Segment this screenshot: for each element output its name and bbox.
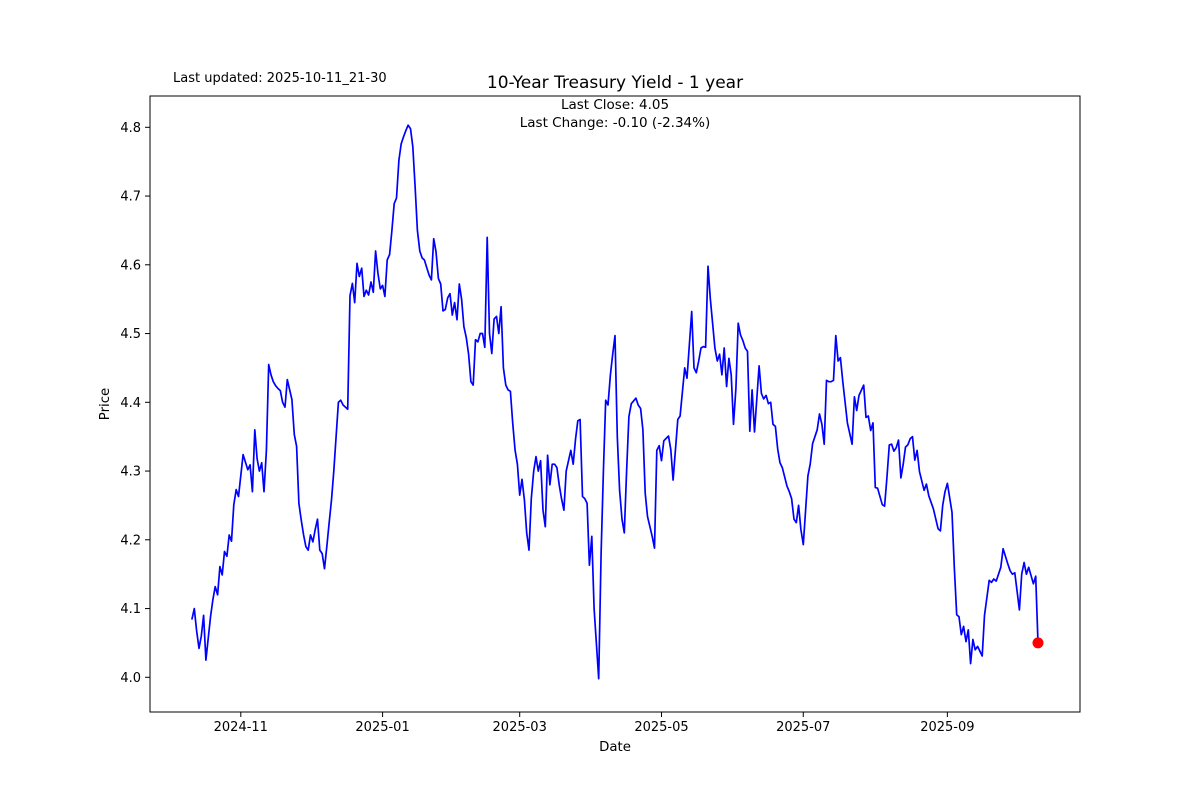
y-tick-label: 4.4: [120, 396, 141, 411]
last-updated-text: Last updated: 2025-10-11_21-30: [173, 71, 387, 86]
y-tick-label: 4.3: [120, 465, 141, 480]
last-close-marker: [1032, 637, 1044, 649]
chart-title: 10-Year Treasury Yield - 1 year: [487, 73, 743, 93]
x-axis-ticks: 2024-11 2025-01 2025-03 2025-05 2025-07 2025-…: [214, 712, 975, 735]
x-tick-label: 2025-09: [920, 720, 974, 735]
x-tick-label: 2025-01: [355, 720, 409, 735]
x-tick-label: 2024-11: [214, 720, 268, 735]
y-tick-label: 4.1: [120, 602, 141, 617]
price-line: [191, 124, 1039, 680]
y-tick-label: 4.5: [120, 327, 141, 342]
y-tick-label: 4.0: [120, 671, 141, 686]
subtitle-last-change: Last Change: -0.10 (-2.34%): [520, 115, 710, 131]
y-axis-label: Price: [98, 388, 113, 420]
subtitle-last-close: Last Close: 4.05: [561, 97, 669, 113]
y-tick-label: 4.6: [120, 258, 141, 273]
y-tick-label: 4.8: [120, 121, 141, 136]
x-tick-label: 2025-05: [634, 720, 688, 735]
y-axis-ticks: 4.0 4.1 4.2 4.3 4.4 4.5 4.6 4.7 4.8: [120, 121, 150, 686]
x-axis-label: Date: [599, 740, 631, 755]
x-tick-label: 2025-07: [776, 720, 830, 735]
plot-border: [149, 95, 1081, 713]
y-tick-label: 4.7: [120, 190, 141, 205]
y-tick-label: 4.2: [120, 533, 141, 548]
x-tick-label: 2025-03: [493, 720, 547, 735]
